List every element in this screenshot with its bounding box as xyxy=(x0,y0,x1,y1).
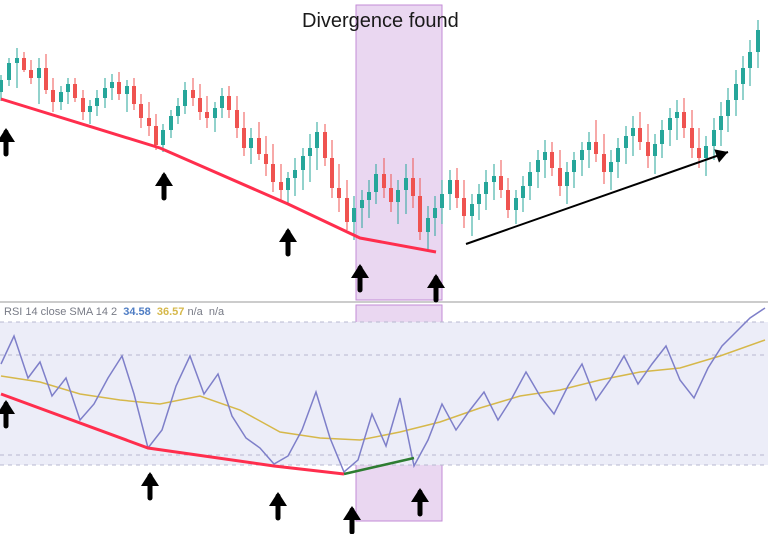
rsi-arrow-icon xyxy=(141,472,159,498)
price-arrow-icon xyxy=(279,228,297,254)
price-arrow-icon xyxy=(155,172,173,198)
rsi-arrow-icon xyxy=(269,492,287,518)
rsi-band xyxy=(0,322,768,465)
chart-canvas xyxy=(0,0,768,534)
price-arrow-icon xyxy=(0,128,15,154)
annotation-title: Divergence found xyxy=(302,10,459,33)
highlight-price xyxy=(356,5,442,300)
uptrend-arrow-line xyxy=(466,152,728,244)
